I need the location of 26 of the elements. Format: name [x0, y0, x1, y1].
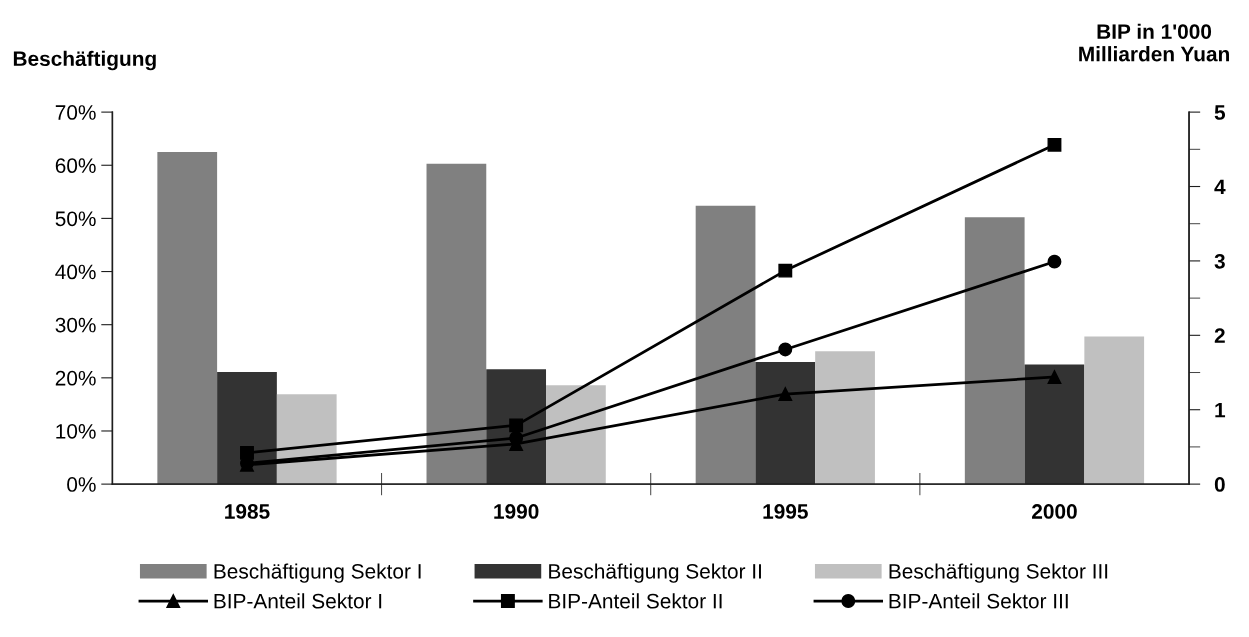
legend-label: Beschäftigung Sektor II [549, 563, 761, 583]
y2-tick-label: 0 [1214, 477, 1225, 492]
y-tick-label: 10% [56, 423, 96, 439]
legend-label: Beschäftigung Sektor III [889, 563, 1108, 583]
legend-label: BIP-Anteil Sektor I [214, 593, 382, 609]
y2-axis-title: BIP in 1'000 Milliarden Yuan [1079, 23, 1229, 62]
y-tick-label: 40% [55, 264, 96, 280]
y2-tick-label: 3 [1214, 253, 1225, 269]
y-tick-label: 30% [55, 317, 96, 333]
y2-tick-label: 5 [1214, 105, 1226, 120]
x-tick-label: 1990 [494, 504, 539, 519]
x-tick-label: 1985 [225, 504, 270, 519]
y-tick-label: 20% [55, 370, 96, 386]
legend-label: Beschäftigung Sektor I [214, 563, 421, 583]
y-axis-title: Beschäftigung [13, 50, 156, 71]
legend-label: BIP-Anteil Sektor III [889, 593, 1068, 609]
y-tick-label: 60% [55, 158, 96, 174]
y-tick-label: 0% [67, 477, 96, 492]
y2-tick-label: 2 [1214, 328, 1225, 343]
x-tick-label: 1995 [763, 504, 808, 519]
x-tick-label: 2000 [1032, 504, 1077, 519]
legend-label: BIP-Anteil Sektor II [549, 593, 722, 609]
y-tick-label: 70% [55, 105, 96, 120]
y2-tick-label: 4 [1214, 179, 1226, 195]
y-tick-label: 50% [55, 211, 96, 227]
y2-tick-label: 1 [1215, 402, 1226, 418]
